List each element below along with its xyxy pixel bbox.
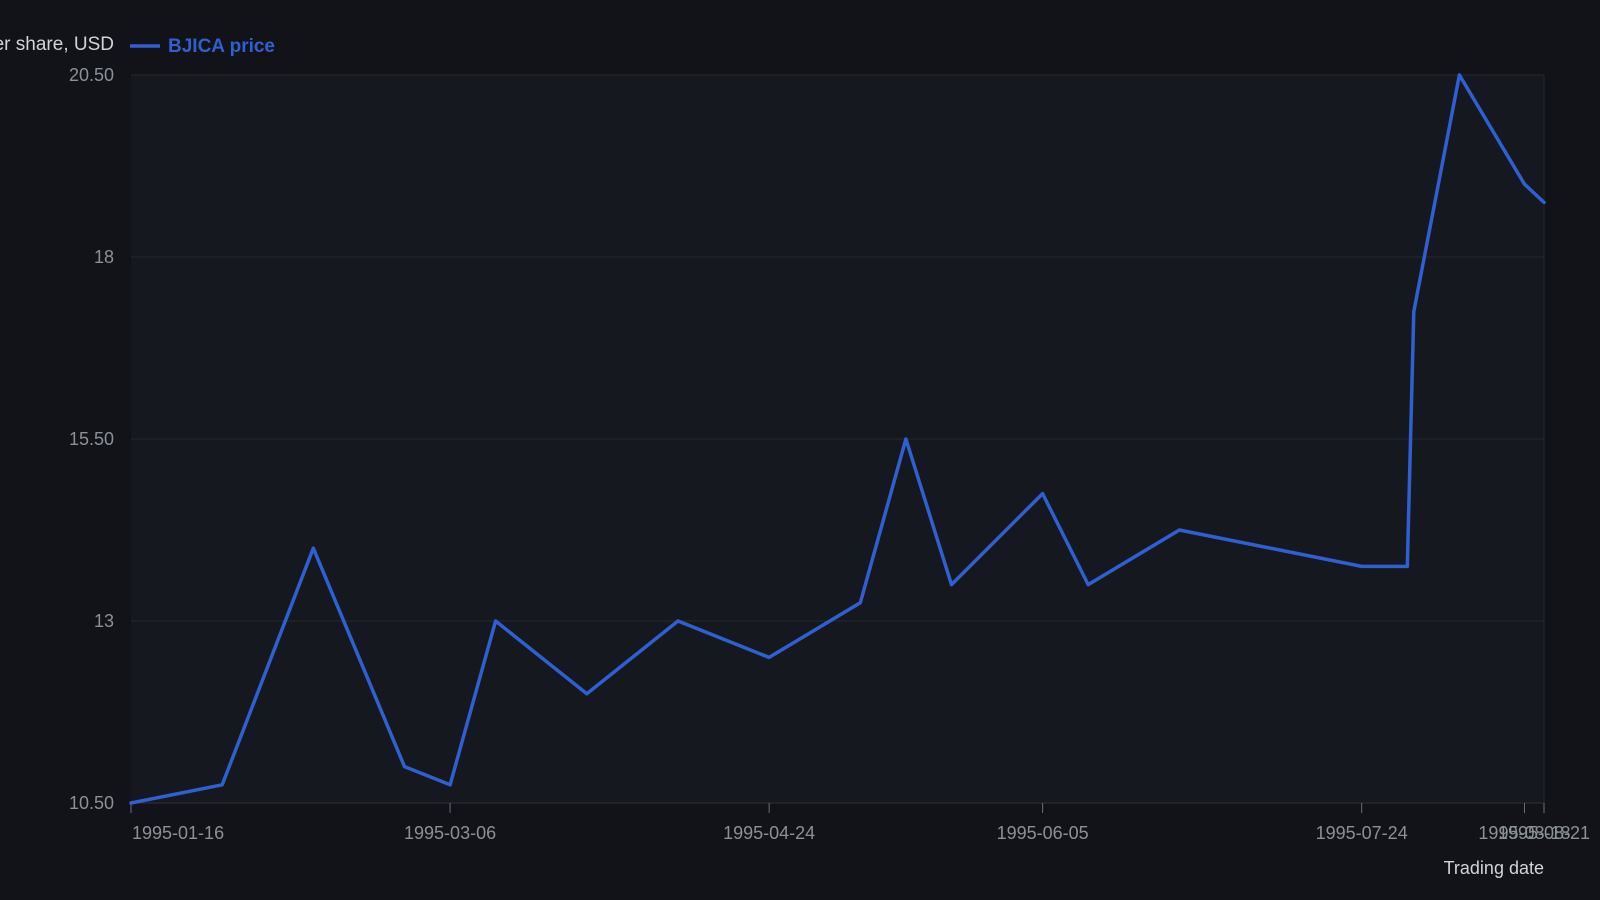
x-tick-label: 1995-08-21 bbox=[1498, 823, 1590, 843]
data-point bbox=[1405, 564, 1409, 569]
x-tick-label: 1995-01-16 bbox=[132, 823, 224, 843]
x-tick-label: 1995-03-06 bbox=[404, 823, 496, 843]
x-tick-label: 1995-04-24 bbox=[723, 823, 815, 843]
data-point bbox=[1086, 583, 1090, 587]
series-layer bbox=[129, 73, 1546, 805]
data-point bbox=[1360, 564, 1364, 569]
data-point bbox=[220, 783, 224, 787]
data-point bbox=[949, 583, 954, 587]
x-axis-label: Trading date bbox=[1444, 858, 1544, 878]
data-point bbox=[1412, 310, 1416, 314]
y-tick-label: 15.50 bbox=[69, 429, 114, 449]
y-tick-label: 18 bbox=[94, 247, 114, 267]
data-point bbox=[676, 619, 680, 623]
y-tick-label: 20.50 bbox=[69, 65, 114, 85]
legend-label-bjica-price: BJICA price bbox=[168, 36, 275, 57]
data-point bbox=[1177, 528, 1181, 532]
data-point bbox=[858, 601, 862, 605]
y-tick-label: 13 bbox=[94, 611, 114, 631]
data-point bbox=[1542, 200, 1546, 204]
data-point bbox=[1041, 492, 1045, 496]
data-point bbox=[585, 692, 589, 696]
data-point bbox=[129, 801, 133, 805]
x-tick-label: 1995-08-18 bbox=[1478, 823, 1570, 843]
axes: 10.50 13 15.50 18 20.50 1995-01-16 1995-03-06 1… bbox=[69, 65, 1590, 843]
data-point bbox=[1522, 182, 1527, 186]
x-tick-label: 1995-07-24 bbox=[1316, 823, 1408, 843]
data-point bbox=[904, 437, 908, 441]
data-point bbox=[767, 655, 771, 660]
x-tick-label: 1995-06-05 bbox=[997, 823, 1089, 843]
y-tick-label: 10.50 bbox=[69, 793, 114, 813]
data-point bbox=[494, 619, 498, 623]
grid-lines bbox=[131, 74, 1545, 804]
legend: Price per share, USD BJICA price bbox=[0, 34, 275, 57]
y-axis-label: Price per share, USD bbox=[0, 34, 114, 55]
data-point bbox=[448, 783, 452, 787]
data-point bbox=[402, 765, 407, 769]
data-point bbox=[1457, 73, 1461, 77]
data-point bbox=[311, 546, 315, 550]
